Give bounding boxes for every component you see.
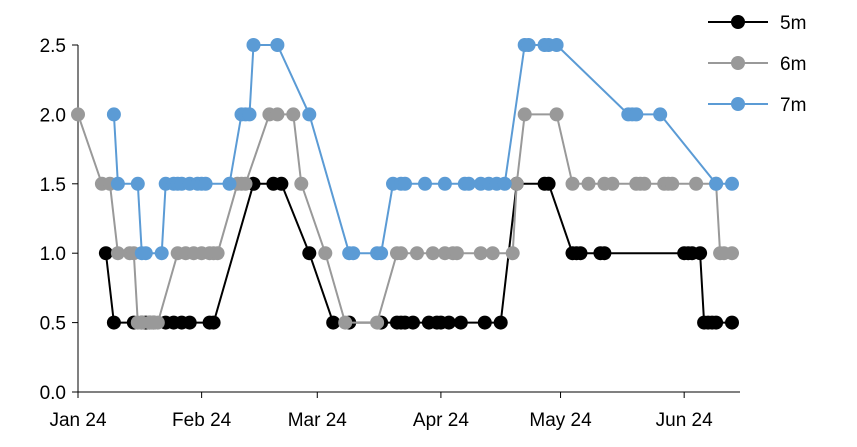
data-point [326,315,341,330]
data-point [709,176,724,191]
data-point [274,176,289,191]
data-point [637,176,652,191]
data-point [473,246,488,261]
data-point [398,176,412,191]
x-tick-label: Jun 24 [656,410,713,431]
legend-item-5m: 5m [708,13,806,34]
data-point [346,246,361,261]
data-point [338,315,353,330]
data-point [286,107,301,122]
data-point [71,107,85,122]
data-point [709,315,724,330]
data-point [210,246,225,261]
data-point [437,176,452,191]
data-point [106,107,121,122]
legend-label: 6m [780,54,806,75]
data-point [206,315,221,330]
data-point [441,315,456,330]
data-point [110,176,125,191]
y-tick-label: 1.0 [40,244,66,265]
data-point [425,246,440,261]
x-tick-label: Apr 24 [413,410,469,431]
data-point [406,315,420,330]
data-point [238,176,253,191]
data-point [461,176,476,191]
x-tick-label: May 24 [529,410,592,431]
data-point [453,315,468,330]
data-point [150,315,165,330]
x-tick-label: Jan 24 [49,410,106,431]
data-point [581,176,596,191]
data-point [110,246,125,261]
data-point [485,246,500,261]
data-point [477,315,492,330]
data-point [725,176,739,191]
data-point [394,246,408,261]
data-point [449,246,464,261]
x-tick-label: Feb 24 [172,410,232,431]
data-point [517,107,532,122]
data-point [493,315,508,330]
y-tick-label: 2.0 [40,105,66,126]
data-point [693,246,708,261]
data-point [270,107,285,122]
data-point [302,107,317,122]
data-point [509,176,524,191]
data-point [106,315,121,330]
data-point [318,246,333,261]
y-tick-label: 2.5 [40,36,66,57]
data-point [665,176,680,191]
data-point [374,246,389,261]
data-point [629,107,644,122]
legend-item-6m: 6m [708,54,806,75]
data-point [98,246,113,261]
chart-legend: 5m 6m 7m [708,13,806,116]
data-point [505,246,520,261]
data-point [410,246,424,261]
legend-item-7m: 7m [708,95,806,116]
y-tick-label: 1.5 [40,175,66,196]
data-point [138,246,153,261]
series-line [77,113,732,324]
data-point [565,176,580,191]
legend-label: 5m [780,13,806,34]
data-point [246,38,261,52]
series-7m [106,38,739,261]
y-tick-label: 0.5 [40,314,66,335]
data-point [418,176,432,191]
data-point [725,315,739,330]
data-point [370,315,385,330]
data-point [270,38,285,52]
data-point [294,176,309,191]
chart-series [71,38,739,330]
legend-marker [731,97,745,111]
chart-axes: 0.0 0.5 1.0 1.5 2.0 2.5 Jan 24 Feb 24 Mar 24 Apr … [40,36,740,431]
data-point [597,246,612,261]
legend-label: 7m [780,95,806,116]
y-tick-label: 0.0 [40,383,66,404]
data-point [130,176,145,191]
data-point [725,246,739,261]
data-point [497,176,512,191]
series-6m [71,107,739,330]
data-point [198,176,213,191]
data-point [154,246,169,261]
data-point [605,176,620,191]
data-point [521,38,536,52]
data-point [222,176,237,191]
series-line [112,44,732,255]
data-point [182,315,197,330]
data-point [549,38,564,52]
data-point [242,107,257,122]
legend-marker [731,15,745,29]
data-point [549,107,564,122]
x-tick-label: Mar 24 [288,410,348,431]
data-point [573,246,588,261]
data-point [541,176,556,191]
data-point [302,246,317,261]
data-point [689,176,704,191]
legend-marker [731,56,745,70]
data-point [653,107,668,122]
